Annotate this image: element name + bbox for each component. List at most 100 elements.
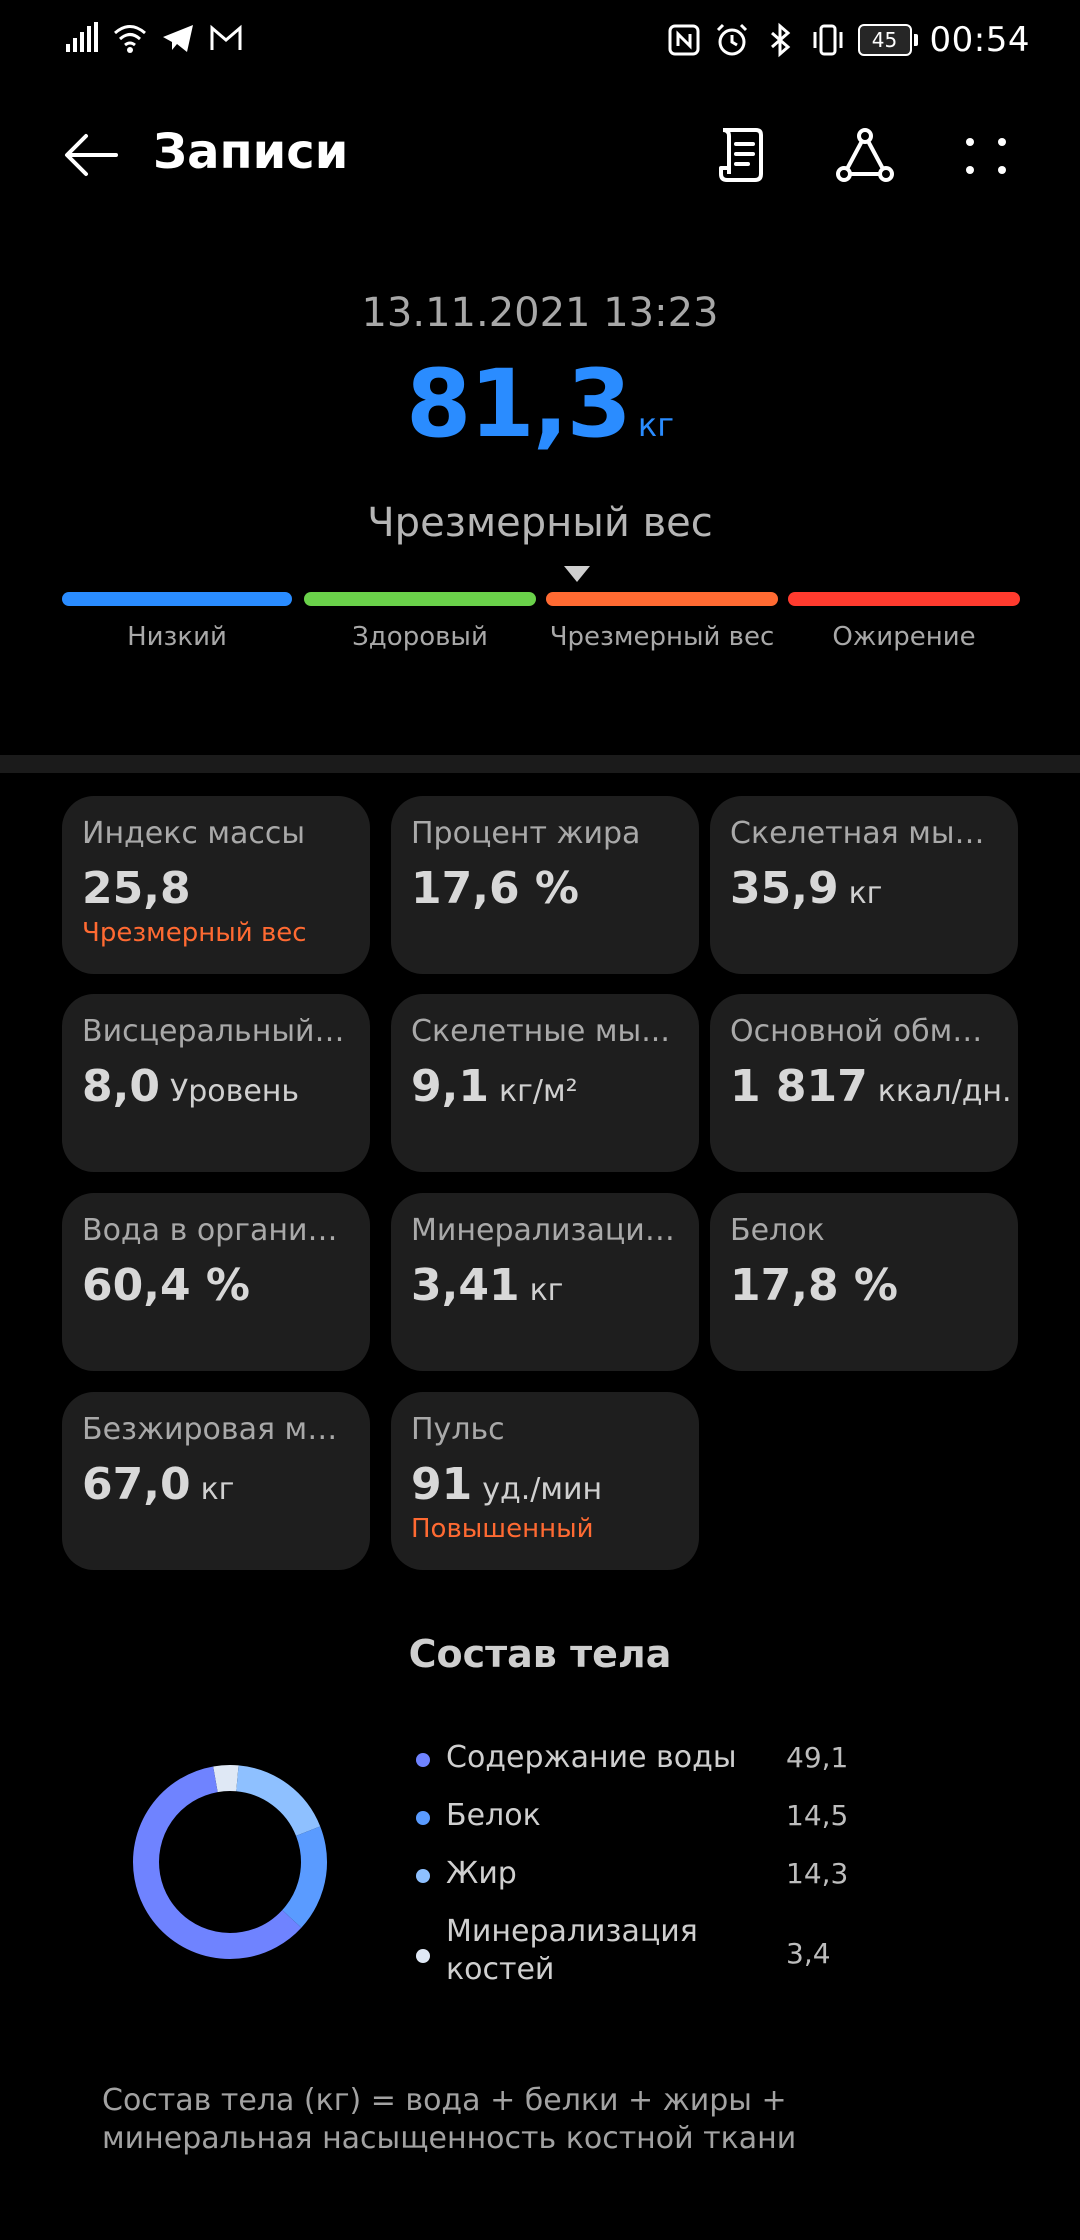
legend-value-water: 49,1 [786, 1741, 849, 1774]
metric-status: Повышенный [411, 1514, 594, 1544]
metric-value: 3,41 [411, 1260, 520, 1311]
nfc-icon [668, 24, 700, 56]
share-icon[interactable] [834, 124, 896, 186]
metric-label: Индекс массы [82, 816, 306, 851]
battery-indicator: 45 [857, 24, 918, 56]
more-icon[interactable] [956, 124, 1018, 186]
legend-value-fat: 14,3 [786, 1857, 849, 1890]
metric-card-visceral-fat[interactable]: Висцеральный ... 8,0 Уровень [62, 994, 370, 1172]
metric-label: Процент жира [411, 816, 641, 851]
metric-label: Белок [730, 1213, 825, 1248]
metric-unit: кг/м² [498, 1074, 578, 1109]
metric-card-skeletal-muscle[interactable]: Скелетная мыш... 35,9 кг [710, 796, 1018, 974]
measurement-datetime: 13.11.2021 13:23 [361, 290, 719, 336]
metric-value-row: 91 уд./мин [411, 1459, 679, 1510]
signal-icon [66, 22, 98, 52]
legend-value-protein: 14,5 [786, 1799, 849, 1832]
metric-label: Скелетные мы... [411, 1014, 670, 1049]
legend-dot-bone-mineral [416, 1949, 430, 1963]
scale-pointer [564, 566, 590, 582]
composition-donut-chart [133, 1765, 327, 1959]
legend-item-water: Содержание воды 49,1 [410, 1735, 910, 1793]
metric-value-row: 35,9 кг [730, 863, 998, 914]
metric-status: Чрезмерный вес [82, 918, 307, 948]
metric-card-bmi[interactable]: Индекс массы 25,8 Чрезмерный вес [62, 796, 370, 974]
metric-card-skeletal-muscle-index[interactable]: Скелетные мы... 9,1 кг/м² [391, 994, 699, 1172]
battery-level: 45 [857, 24, 912, 56]
weight-unit: кг [637, 406, 675, 444]
metric-unit: ккал/дн. [877, 1074, 1012, 1109]
metric-value: 25,8 [82, 863, 191, 914]
metric-label: Скелетная мыш... [730, 816, 998, 851]
scale-label-overweight: Чрезмерный вес [549, 622, 775, 652]
metric-label: Вода в организме [82, 1213, 350, 1248]
bluetooth-icon [770, 22, 790, 58]
composition-title: Состав тела [408, 1632, 672, 1676]
metric-value: 60,4 % [82, 1260, 250, 1311]
page-title: Записи [153, 124, 349, 180]
metric-card-body-water[interactable]: Вода в организме 60,4 % [62, 1193, 370, 1371]
vibrate-icon [813, 24, 843, 56]
metric-label: Основной обмен... [730, 1014, 998, 1049]
legend-name-protein: Белок [446, 1798, 541, 1833]
scale-segment-obese [788, 592, 1020, 606]
metric-unit: уд./мин [482, 1472, 603, 1507]
app-bar: Записи [0, 110, 1080, 200]
metric-label: Минерализация... [411, 1213, 679, 1248]
bmi-scale: Низкий Здоровый Чрезмерный вес Ожирение [62, 566, 1020, 652]
metric-card-heart-rate[interactable]: Пульс 91 уд./мин Повышенный [391, 1392, 699, 1570]
composition-formula: Состав тела (кг) = вода + белки + жиры +… [102, 2083, 797, 2156]
metric-card-basal-metabolism[interactable]: Основной обмен... 1 817 ккал/дн. [710, 994, 1018, 1172]
legend-name-bone-mineral: Минерализация костей [446, 1914, 698, 1987]
status-time: 00:54 [929, 20, 1030, 60]
metric-unit: кг [529, 1273, 564, 1308]
scale-segment-overweight [546, 592, 778, 606]
telegram-icon [163, 25, 193, 52]
donut-slice-protein [133, 1765, 327, 1959]
legend-item-protein: Белок 14,5 [410, 1793, 910, 1851]
wifi-icon [114, 25, 146, 53]
scale-label-low: Низкий [127, 622, 227, 652]
metric-value-row: 17,8 % [730, 1260, 998, 1311]
metric-value: 17,8 % [730, 1260, 898, 1311]
scale-segment-low [62, 592, 292, 606]
metric-value: 1 817 [730, 1061, 868, 1112]
metric-card-lean-mass[interactable]: Безжировая масса 67,0 кг [62, 1392, 370, 1570]
metric-card-protein[interactable]: Белок 17,8 % [710, 1193, 1018, 1371]
metric-value: 9,1 [411, 1061, 489, 1112]
metric-value-row: 60,4 % [82, 1260, 350, 1311]
section-divider [0, 755, 1080, 773]
metric-value: 67,0 [82, 1459, 191, 1510]
metric-value-row: 8,0 Уровень [82, 1061, 350, 1112]
metric-value-row: 67,0 кг [82, 1459, 350, 1510]
metric-card-fat-percent[interactable]: Процент жира 17,6 % [391, 796, 699, 974]
metric-unit: кг [200, 1472, 235, 1507]
legend-dot-water [416, 1753, 430, 1767]
document-icon[interactable] [710, 124, 772, 186]
scale-label-healthy: Здоровый [352, 622, 488, 652]
composition-legend: Содержание воды 49,1 Белок 14,5 Жир 14,3… [410, 1735, 910, 1999]
donut-slice-bone-mineral [133, 1765, 327, 1959]
legend-name-fat: Жир [446, 1856, 517, 1891]
metric-value-row: 3,41 кг [411, 1260, 679, 1311]
metric-value-row: 17,6 % [411, 863, 679, 914]
metric-label: Безжировая масса [82, 1412, 350, 1447]
alarm-icon [716, 23, 747, 56]
metric-card-bone-mineral[interactable]: Минерализация... 3,41 кг [391, 1193, 699, 1371]
metric-label: Пульс [411, 1412, 505, 1447]
metric-value-row: 1 817 ккал/дн. [730, 1061, 1012, 1112]
legend-value-bone-mineral: 3,4 [786, 1937, 831, 1970]
legend-item-bone-mineral: Минерализация костей 3,4 [410, 1909, 910, 1999]
metric-value: 17,6 % [411, 863, 579, 914]
metric-unit: кг [848, 876, 883, 911]
metric-value: 91 [411, 1459, 473, 1510]
metric-value-row: 25,8 [82, 863, 350, 914]
back-arrow-icon[interactable] [60, 124, 122, 186]
legend-dot-fat [416, 1869, 430, 1883]
weight-category: Чрезмерный вес [367, 500, 713, 546]
gmail-icon [210, 24, 242, 50]
metric-unit: Уровень [169, 1074, 300, 1109]
legend-name-water: Содержание воды [446, 1740, 737, 1775]
status-bar: 45 00:54 [0, 0, 1080, 80]
metric-label: Висцеральный ... [82, 1014, 350, 1049]
